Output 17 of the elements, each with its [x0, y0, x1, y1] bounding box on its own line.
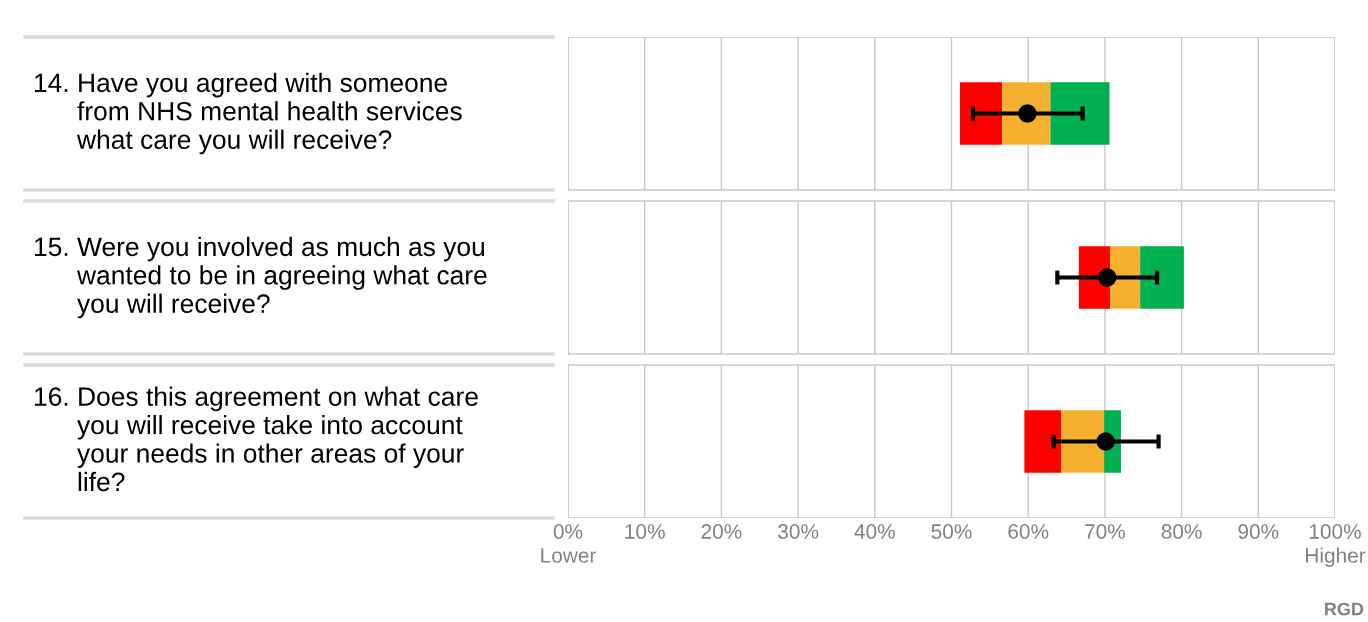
x-tick-label: 0% Lower	[541, 524, 597, 563]
y-tick-label: 16. Does this agreement on what care you will receive take into account your needs in other areas of your life?	[35, 386, 478, 492]
x-tick-label: 50%	[931, 524, 972, 539]
x-tick-label: 80%	[1161, 524, 1202, 539]
x-tick-label: 90%	[1238, 524, 1279, 539]
bar	[1140, 246, 1184, 309]
x-tick-label: 40%	[854, 524, 895, 539]
text: RGD	[1325, 602, 1364, 616]
y-tick-label: 15. Were you involved as much as you wanted to be in agreeing what care you will receive?	[35, 236, 487, 319]
x-tick-label: 60%	[1008, 524, 1049, 539]
x-tick-label: 20%	[701, 524, 742, 539]
x-tick-label: 30%	[778, 524, 819, 539]
bar	[1024, 410, 1062, 473]
x-tick-label: 10%	[625, 524, 665, 539]
x-tick-label: 70%	[1085, 524, 1126, 539]
x-tick-label: 100% Higher	[1306, 524, 1366, 567]
y-tick-label: 14. Have you agreed with someone from NHS mental health services what care you will receive?	[35, 72, 462, 155]
